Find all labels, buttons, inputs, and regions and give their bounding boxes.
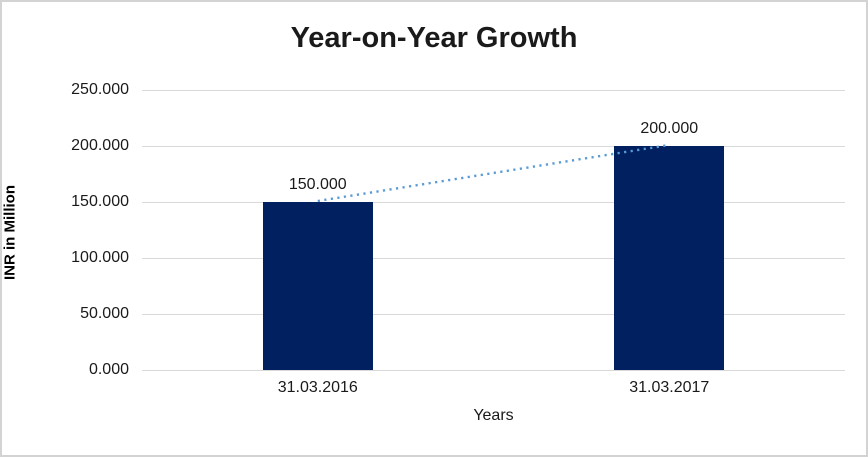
- x-tick-label: 31.03.2016: [277, 379, 358, 396]
- plot-area: 150.000 200.000: [142, 90, 845, 371]
- bar-31.03.2017: [614, 146, 725, 370]
- x-axis-tick-labels: 31.03.2016 31.03.2017: [142, 379, 845, 399]
- gridline: [142, 202, 845, 203]
- x-tick-label: 31.03.2017: [629, 379, 710, 396]
- gridline: [142, 314, 845, 315]
- y-tick-label: 0.000: [88, 361, 129, 378]
- y-axis-tick-labels: 0.000 50.000 100.000 150.000 200.000 250.000: [2, 81, 129, 378]
- x-axis-title: Years: [473, 407, 514, 424]
- gridline: [142, 258, 845, 259]
- bar-31.03.2016: [262, 202, 373, 370]
- y-tick-label: 100.000: [71, 249, 129, 266]
- y-tick-label: 200.000: [71, 137, 129, 154]
- y-tick-label: 150.000: [71, 193, 129, 210]
- gridline: [142, 90, 845, 91]
- y-tick-label: 50.000: [80, 305, 129, 322]
- chart-title: Year-on-Year Growth: [290, 22, 578, 54]
- gridline: [142, 370, 845, 371]
- y-tick-label: 250.000: [71, 81, 129, 98]
- bar-data-label: 200.000: [640, 120, 699, 137]
- gridline: [142, 146, 845, 147]
- bar-data-label: 150.000: [288, 176, 347, 193]
- trendline: [317, 143, 670, 203]
